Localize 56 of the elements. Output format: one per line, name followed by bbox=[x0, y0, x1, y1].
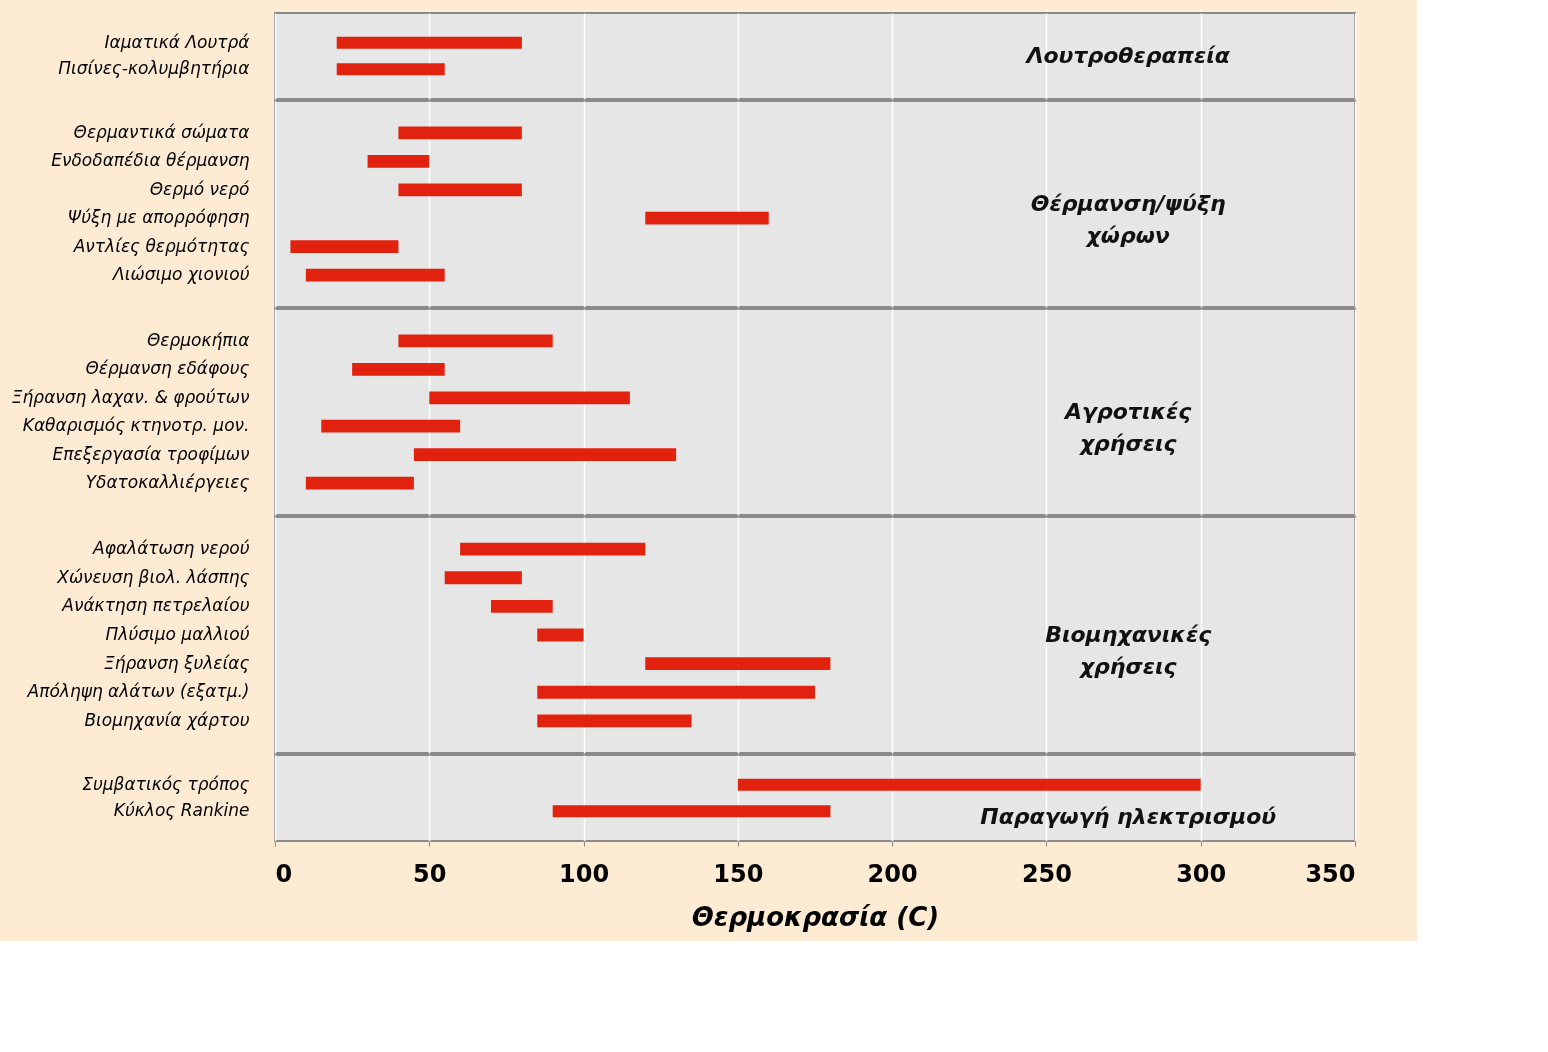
x-tick-label: 150 bbox=[713, 859, 764, 888]
bar bbox=[645, 211, 769, 225]
annotation: Λουτροθεραπεία bbox=[1024, 43, 1231, 68]
bar bbox=[413, 448, 677, 462]
y-tick-label: Ψύξη με απορρόφηση bbox=[67, 207, 250, 228]
x-tick-label: 100 bbox=[559, 859, 610, 888]
bar bbox=[645, 657, 831, 671]
annotation: Θέρμανση/ψύξη χώρων bbox=[1030, 191, 1226, 248]
x-tick-label: 250 bbox=[1021, 859, 1072, 888]
y-tick-label: Ιαματικά Λουτρά bbox=[104, 31, 250, 52]
y-tick-label: Πισίνες-κολυμβητήρια bbox=[58, 58, 250, 79]
y-tick-label: Θερμοκήπια bbox=[146, 329, 250, 350]
y-tick-label: Επεξεργασία τροφίμων bbox=[52, 443, 250, 464]
bar bbox=[398, 183, 522, 197]
y-tick-label: Θερμό νερό bbox=[149, 178, 250, 199]
bar bbox=[537, 628, 584, 642]
annotation: Αγροτικές χρήσεις bbox=[1063, 399, 1193, 456]
bar bbox=[367, 154, 430, 168]
y-tick-label: Αντλίες θερμότητας bbox=[72, 235, 250, 256]
bar bbox=[305, 476, 414, 490]
bar bbox=[429, 391, 630, 405]
y-tick-label: Ανάκτηση πετρελαίου bbox=[61, 595, 250, 616]
bar bbox=[321, 419, 461, 433]
y-tick-label: Χώνευση βιολ. λάσπης bbox=[56, 566, 250, 587]
bar bbox=[305, 268, 445, 282]
y-tick-label: Κύκλος Rankine bbox=[113, 800, 250, 821]
bar bbox=[352, 362, 445, 376]
y-tick-label: Βιομηχανία χάρτου bbox=[84, 709, 250, 730]
y-tick-label: Ξήρανση ξυλείας bbox=[104, 652, 250, 673]
y-tick-label: Λιώσιμο χιονιού bbox=[111, 264, 250, 285]
x-axis-title: Θερμοκρασία (C) bbox=[691, 901, 940, 932]
x-tick-label: 200 bbox=[867, 859, 918, 888]
x-tick-label: 350 bbox=[1305, 859, 1356, 888]
bar bbox=[537, 714, 692, 728]
bar bbox=[398, 334, 553, 348]
bar bbox=[398, 126, 522, 140]
y-tick-label: Ξήρανση λαχαν. & φρούτων bbox=[11, 386, 250, 407]
annotation: Βιομηχανικές χρήσεις bbox=[1045, 622, 1213, 679]
y-tick-label: Καθαρισμός κτηνοτρ. μον. bbox=[22, 415, 250, 436]
x-tick-label: 0 bbox=[275, 859, 293, 888]
x-tick-label: 300 bbox=[1176, 859, 1227, 888]
annotation: Παραγωγή ηλεκτρισμού bbox=[980, 803, 1277, 829]
bar bbox=[537, 685, 815, 699]
bar bbox=[491, 599, 553, 613]
y-tick-label: Πλύσιμο μαλλιού bbox=[105, 624, 250, 644]
x-tick-label: 50 bbox=[413, 859, 447, 888]
y-tick-label: Υδατοκαλλιέργειες bbox=[85, 472, 250, 493]
bar bbox=[444, 571, 522, 585]
bar bbox=[460, 542, 646, 556]
y-tick-label: Θέρμανση εδάφους bbox=[85, 358, 250, 379]
y-tick-label: Αφαλάτωση νερού bbox=[92, 538, 250, 559]
y-tick-label: Απόληψη αλάτων (εξατμ.) bbox=[26, 681, 250, 702]
y-tick-label: Ενδοδαπέδια θέρμανση bbox=[51, 150, 250, 171]
y-tick-label: Συμβατικός τρόπος bbox=[82, 773, 250, 794]
y-tick-label: Θερμαντικά σώματα bbox=[73, 121, 250, 142]
bar bbox=[290, 240, 399, 254]
